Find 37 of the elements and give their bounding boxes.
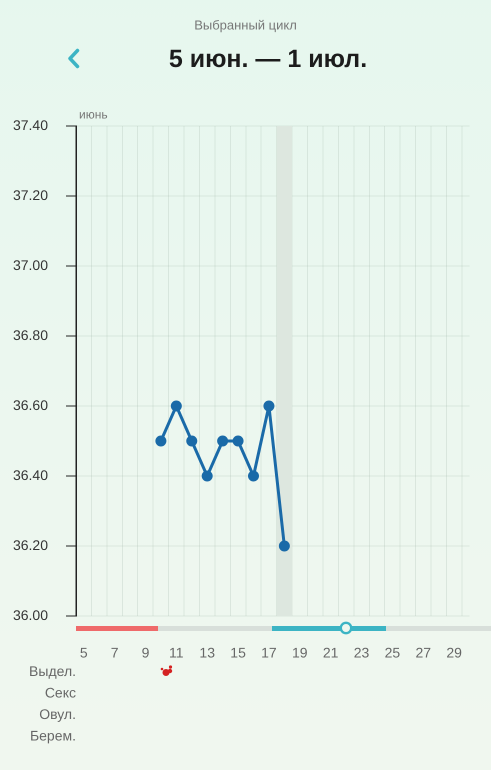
point (278, 540, 290, 552)
x-tick-label: 5 (80, 644, 88, 660)
x-tick-label: 7 (110, 644, 119, 660)
text: Секс (44, 684, 76, 700)
chart-title: 5 июн. — 1 июл. (168, 44, 368, 73)
x-tick-label: 27 (415, 644, 432, 660)
x-tick-label: 29 (446, 644, 462, 660)
chart-subtitle: Выбранный цикл (194, 18, 297, 33)
x-tick-label: 11 (169, 644, 184, 660)
text: Овул. (39, 706, 76, 722)
x-tick-label: 17 (261, 644, 277, 660)
point (263, 400, 274, 412)
y-tick-label: 36.00 (12, 606, 48, 623)
x-tick-label: 25 (384, 644, 400, 660)
text: Берем. (30, 728, 76, 744)
x-tick-label: 9 (142, 644, 150, 660)
point (170, 400, 182, 412)
y-tick-label: 37.20 (12, 186, 48, 203)
x-tick-label: 15 (230, 644, 246, 660)
y-tick-label: 36.80 (12, 326, 48, 343)
x-tick-label: 23 (354, 644, 370, 660)
point (232, 436, 244, 446)
y-tick-label: 36.20 (12, 536, 48, 553)
y-tick-label: 37.00 (12, 256, 48, 273)
y-tick-label: 37.40 (12, 116, 48, 133)
y-tick-label: 36.60 (12, 396, 48, 413)
text: Выдел. (29, 662, 76, 679)
point (202, 470, 213, 482)
point (186, 436, 198, 446)
x-tick-label: 13 (199, 644, 216, 660)
point (248, 470, 259, 482)
y-tick-label: 36.40 (12, 466, 48, 483)
x-axis-title: июнь (79, 107, 108, 122)
x-tick-label: 21 (322, 644, 339, 660)
point (217, 436, 228, 446)
point (155, 436, 166, 446)
x-tick-label: 19 (292, 644, 308, 660)
